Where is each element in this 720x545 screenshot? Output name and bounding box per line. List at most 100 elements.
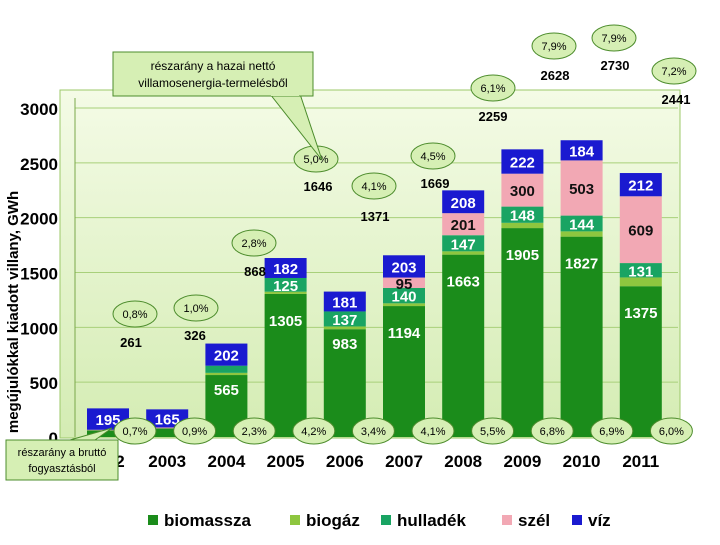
y-tick-label: 2000 xyxy=(20,210,58,229)
bar-víz-2008 xyxy=(442,190,485,214)
total-label: 326 xyxy=(184,328,206,343)
legend-label: biomassza xyxy=(164,511,251,530)
callout-consumption-share: részarány a bruttó fogyasztásból xyxy=(5,427,119,481)
segment-value-label: 503 xyxy=(569,181,594,198)
segment-value-label: 195 xyxy=(95,412,120,429)
total-label: 1669 xyxy=(421,176,450,191)
y-axis: 0 500 1000 1500 2000 2500 3000 xyxy=(20,98,76,448)
legend-swatch xyxy=(290,515,300,525)
segment-value-label: 1905 xyxy=(506,247,539,264)
consumption-share-value: 0,9% xyxy=(182,426,207,438)
segment-value-label: 184 xyxy=(569,143,595,160)
consumption-share-value: 0,7% xyxy=(122,426,147,438)
segment-value-label: 202 xyxy=(214,348,239,365)
legend-item-biomassza: biomassza xyxy=(148,511,251,530)
bar-biomassza-2005 xyxy=(264,293,307,437)
segment-value-label: 208 xyxy=(451,195,476,212)
total-label: 868 xyxy=(244,264,266,279)
total-label: 1646 xyxy=(304,179,333,194)
bar-víz-2009 xyxy=(501,149,544,174)
consumption-share-value: 3,4% xyxy=(361,426,386,438)
segment-value-label: 300 xyxy=(510,183,535,200)
y-tick-label: 0 xyxy=(49,429,58,448)
bar-szél-2011 xyxy=(619,196,662,264)
total-label: 2259 xyxy=(479,109,508,124)
legend-swatch xyxy=(148,515,158,525)
x-tick-label: 2004 xyxy=(207,452,245,471)
consumption-share-bubble: 6,0% xyxy=(649,417,693,445)
total-label: 261 xyxy=(120,335,142,350)
y-tick-label: 500 xyxy=(30,374,58,393)
x-tick-label: 2008 xyxy=(444,452,482,471)
bar-hulladék-2004 xyxy=(205,365,248,373)
x-tick-label: 2009 xyxy=(503,452,541,471)
total-label: 2730 xyxy=(601,58,630,73)
x-tick-label: 2005 xyxy=(267,452,305,471)
legend: biomassza biogáz hulladék szél víz xyxy=(148,511,611,530)
legend-swatch xyxy=(502,515,512,525)
production-share-value: 4,5% xyxy=(420,151,445,163)
production-share-bubble: 4,5% xyxy=(410,142,456,170)
segment-value-label: 203 xyxy=(391,259,416,276)
consumption-share-bubble: 6,8% xyxy=(530,417,574,445)
consumption-share-bubble: 0,9% xyxy=(173,417,217,445)
total-labels: 261 326 868 1371 1646 1669 2259 2628 2730 2441 xyxy=(120,58,690,350)
production-share-bubble: 0,8% xyxy=(112,300,158,328)
bar-szél-2007 xyxy=(383,277,425,288)
production-share-bubble: 7,2% xyxy=(651,57,697,85)
bar-biogáz-2005 xyxy=(264,291,307,294)
production-share-value: 7,9% xyxy=(541,41,566,53)
consumption-share-value: 6,9% xyxy=(599,426,624,438)
consumption-share-bubble: 6,9% xyxy=(590,417,634,445)
bar-víz-2007 xyxy=(383,255,425,278)
segment-value-label: 1375 xyxy=(624,305,657,322)
production-share-value: 7,9% xyxy=(601,33,626,45)
segment-value-label: 222 xyxy=(510,155,535,172)
y-tick-label: 3000 xyxy=(20,100,58,119)
bar-hulladék-2009 xyxy=(501,206,544,223)
production-share-value: 0,8% xyxy=(122,309,147,321)
callout-consumption-text: részarány a bruttó xyxy=(18,447,107,459)
segment-value-label: 1194 xyxy=(388,325,421,342)
bar-biogáz-2004 xyxy=(205,372,248,376)
callout-production-text: részarány a hazai nettó xyxy=(151,59,276,73)
bar-biomassza-2011 xyxy=(619,286,662,437)
bar-szél-2010 xyxy=(560,160,603,216)
bar-szél-2008 xyxy=(442,213,485,236)
segment-value-label: 1663 xyxy=(447,274,480,291)
bar-szél-2003 xyxy=(146,427,189,429)
x-axis: 2 2003 2004 2005 2006 2007 2008 2009 2010 2011 xyxy=(115,452,659,471)
bar-víz-2011 xyxy=(619,173,662,197)
consumption-share-value: 4,2% xyxy=(301,426,326,438)
segment-value-label: 165 xyxy=(155,411,180,428)
bar-hulladék-2008 xyxy=(442,235,485,252)
x-tick-label: 2010 xyxy=(563,452,601,471)
bar-biomassza-2003 xyxy=(146,428,189,437)
bar-biomassza-2009 xyxy=(501,228,544,437)
segment-value-label: 1305 xyxy=(269,313,302,330)
production-share-value: 7,2% xyxy=(661,66,686,78)
segment-value-label: 148 xyxy=(510,208,535,225)
bar-biogáz-2009 xyxy=(501,222,544,229)
production-share-bubbles: 0,8% 1,0% 2,8% 5,0% 4,1% 4,5% 6,1% 7,9% 7,9% 7,2% xyxy=(112,24,697,328)
bar-biogáz-2007 xyxy=(383,303,425,307)
production-share-value: 6,1% xyxy=(480,83,505,95)
consumption-share-bubble: 4,1% xyxy=(411,417,455,445)
segment-value-label: 182 xyxy=(273,261,298,278)
legend-label: hulladék xyxy=(397,511,467,530)
bar-biomassza-2007 xyxy=(383,306,425,437)
segment-value-label: 144 xyxy=(569,216,595,233)
legend-item-víz: víz xyxy=(572,511,611,530)
segment-value-label: 983 xyxy=(332,336,357,353)
consumption-share-value: 5,5% xyxy=(480,426,505,438)
y-tick-label: 2500 xyxy=(20,155,58,174)
x-tick-label: 2006 xyxy=(326,452,364,471)
bar-hulladék-2010 xyxy=(560,215,603,232)
legend-swatch xyxy=(572,515,582,525)
bar-víz-2004 xyxy=(205,343,248,366)
legend-item-hulladék: hulladék xyxy=(381,511,467,530)
bar-víz-2006 xyxy=(323,291,366,312)
segment-value-label: 181 xyxy=(332,295,357,312)
